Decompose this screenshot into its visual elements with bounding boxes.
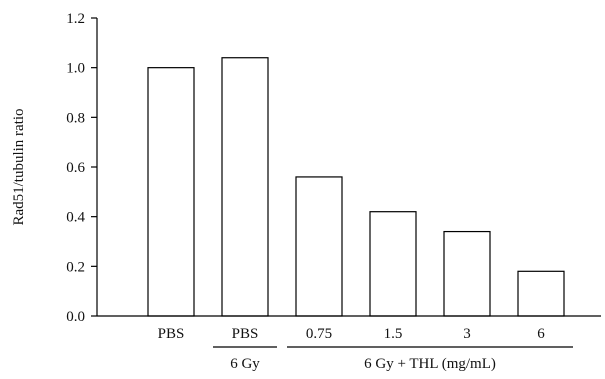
- x-category-label: 3: [463, 326, 471, 342]
- bar: [147, 67, 195, 317]
- group-label: 6 Gy: [230, 356, 260, 372]
- x-category-label: 0.75: [306, 326, 332, 342]
- y-tick-label: 0.4: [66, 210, 85, 226]
- x-category-label: 1.5: [384, 326, 403, 342]
- group-labels: 6 Gy 6 Gy + THL (mg/mL): [213, 346, 573, 372]
- bar: [443, 230, 491, 317]
- x-category-label: PBS: [232, 326, 259, 342]
- bar: [295, 176, 343, 317]
- x-category-label: PBS: [158, 326, 185, 342]
- x-category-label: 6: [537, 326, 545, 342]
- bars: [147, 57, 565, 317]
- y-tick-label: 1.2: [66, 11, 85, 27]
- y-tick-label: 0.8: [66, 110, 85, 126]
- y-tick-label: 0.6: [66, 160, 85, 176]
- y-axis-title: Rad51/tubulin ratio: [11, 108, 27, 225]
- y-tick-label: 0.2: [66, 259, 85, 275]
- y-axis: 0.0 0.2 0.4 0.6 0.8 1.0 1.2: [66, 11, 98, 325]
- x-axis: PBS PBS 0.75 1.5 3 6: [97, 315, 601, 342]
- bar: [369, 211, 417, 317]
- y-tick-label: 0.0: [66, 309, 85, 325]
- group-label: 6 Gy + THL (mg/mL): [364, 356, 496, 372]
- bar: [517, 270, 565, 317]
- y-tick-label: 1.0: [66, 61, 85, 77]
- bar: [221, 57, 269, 317]
